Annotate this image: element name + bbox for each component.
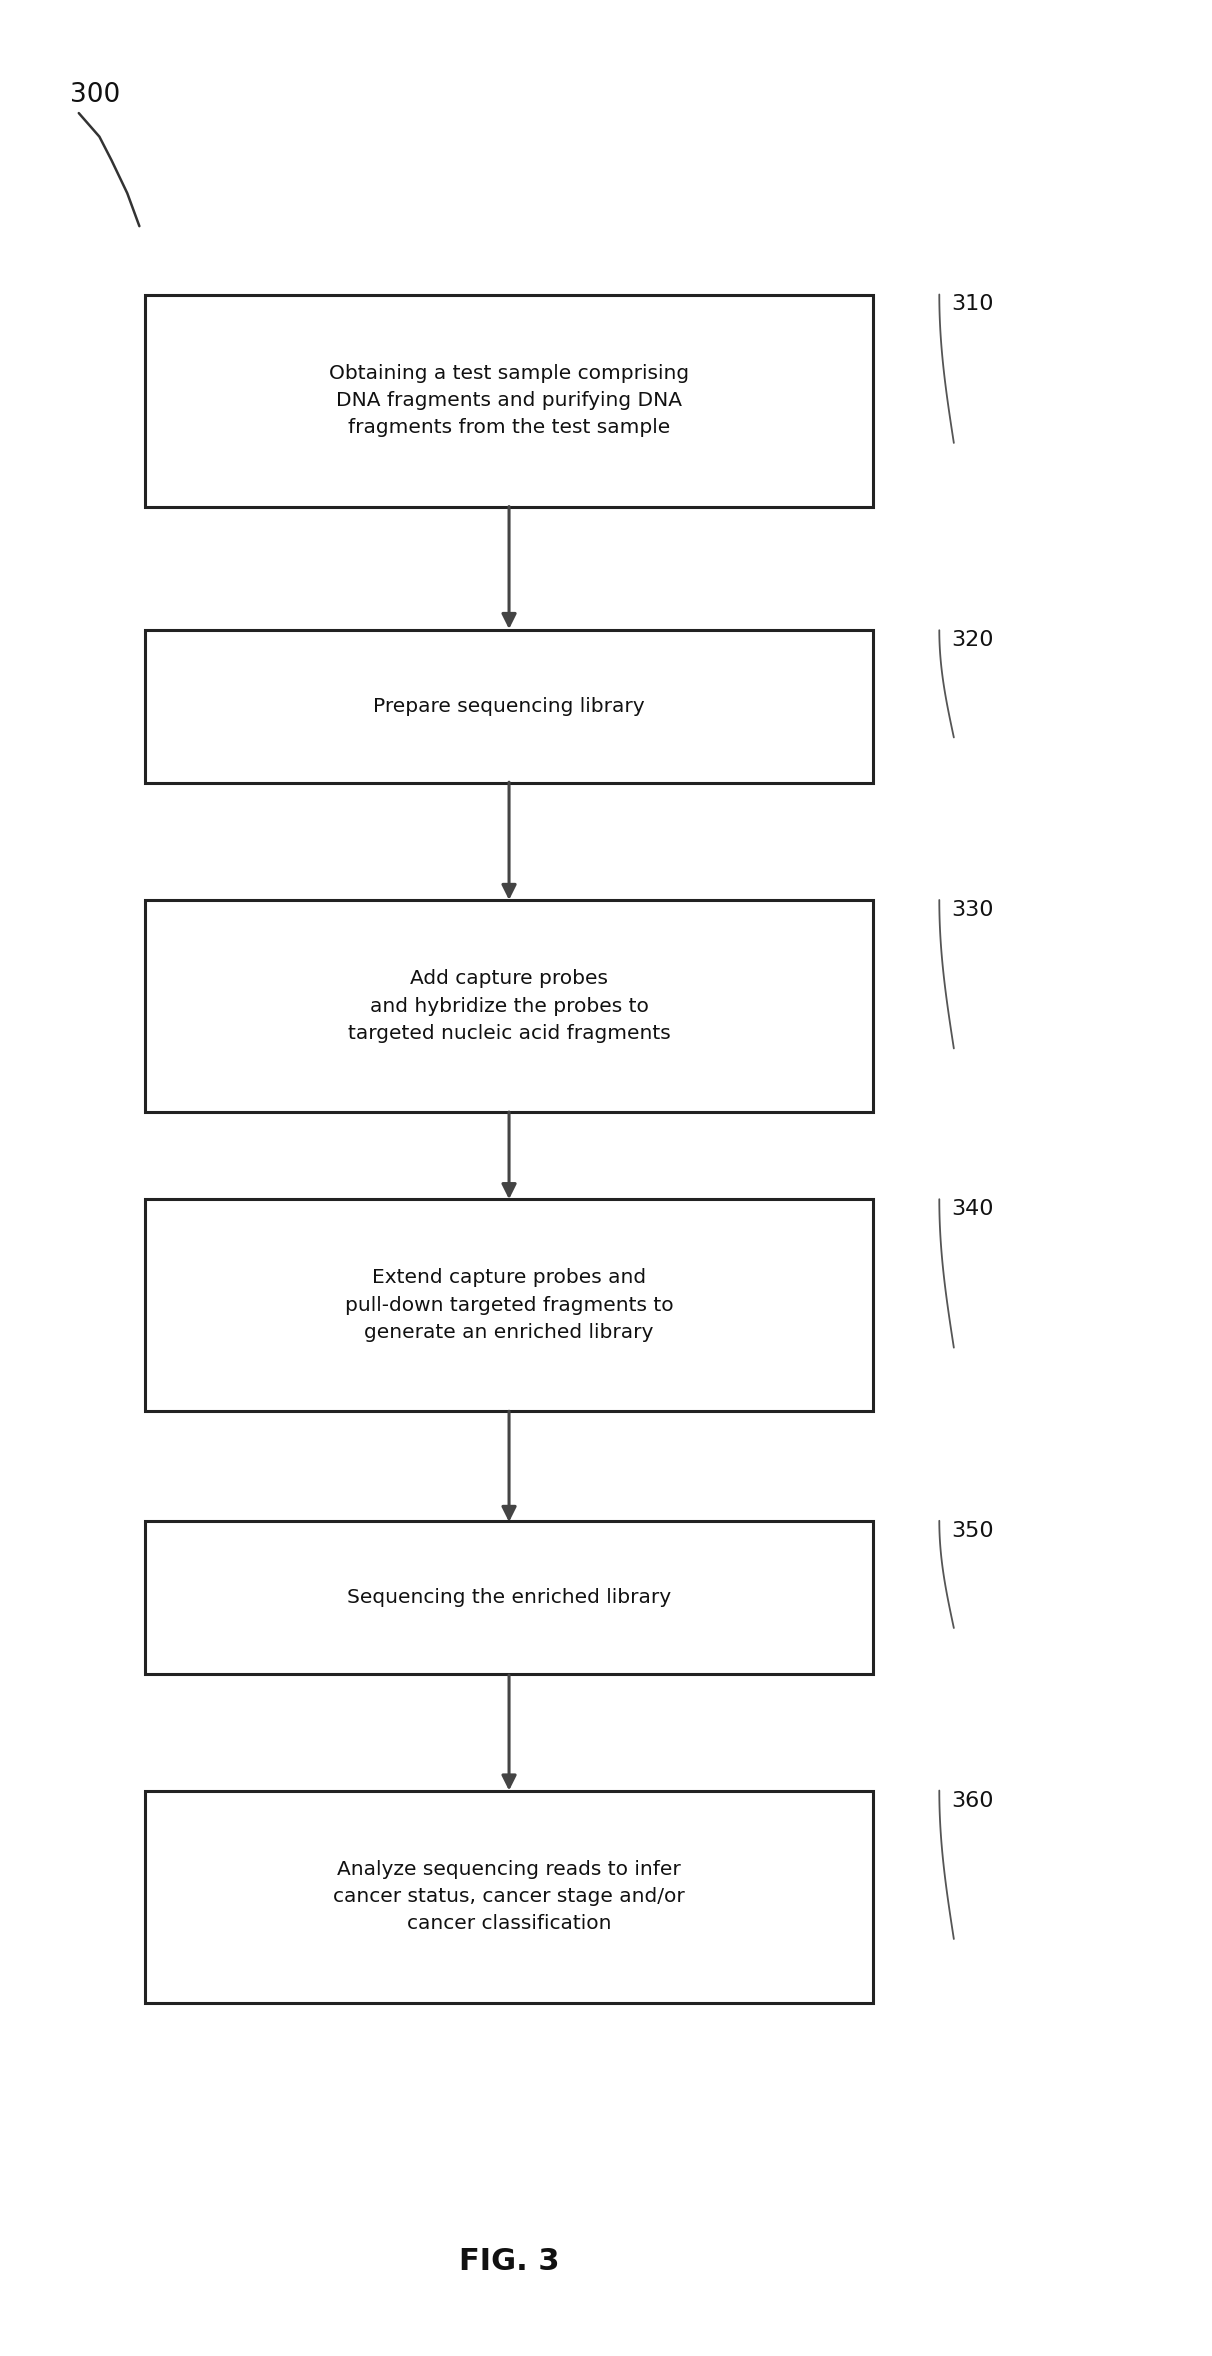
Text: Prepare sequencing library: Prepare sequencing library (373, 697, 645, 716)
FancyBboxPatch shape (145, 900, 873, 1112)
Text: FIG. 3: FIG. 3 (459, 2248, 559, 2276)
Text: 350: 350 (951, 1522, 994, 1541)
FancyBboxPatch shape (145, 1522, 873, 1673)
Text: 300: 300 (70, 82, 120, 108)
FancyBboxPatch shape (145, 631, 873, 782)
Text: 310: 310 (951, 294, 994, 313)
FancyBboxPatch shape (145, 1791, 873, 2003)
Text: Analyze sequencing reads to infer
cancer status, cancer stage and/or
cancer clas: Analyze sequencing reads to infer cancer… (333, 1859, 685, 1934)
Text: 320: 320 (951, 631, 994, 650)
Text: 340: 340 (951, 1199, 994, 1218)
Text: Extend capture probes and
pull-down targeted fragments to
generate an enriched l: Extend capture probes and pull-down targ… (344, 1268, 674, 1343)
Text: 330: 330 (951, 900, 994, 919)
Text: Sequencing the enriched library: Sequencing the enriched library (347, 1588, 671, 1607)
FancyBboxPatch shape (145, 1199, 873, 1411)
Text: 360: 360 (951, 1791, 994, 1809)
FancyBboxPatch shape (145, 294, 873, 507)
Text: Add capture probes
and hybridize the probes to
targeted nucleic acid fragments: Add capture probes and hybridize the pro… (348, 968, 670, 1044)
Text: Obtaining a test sample comprising
DNA fragments and purifying DNA
fragments fro: Obtaining a test sample comprising DNA f… (328, 363, 690, 438)
